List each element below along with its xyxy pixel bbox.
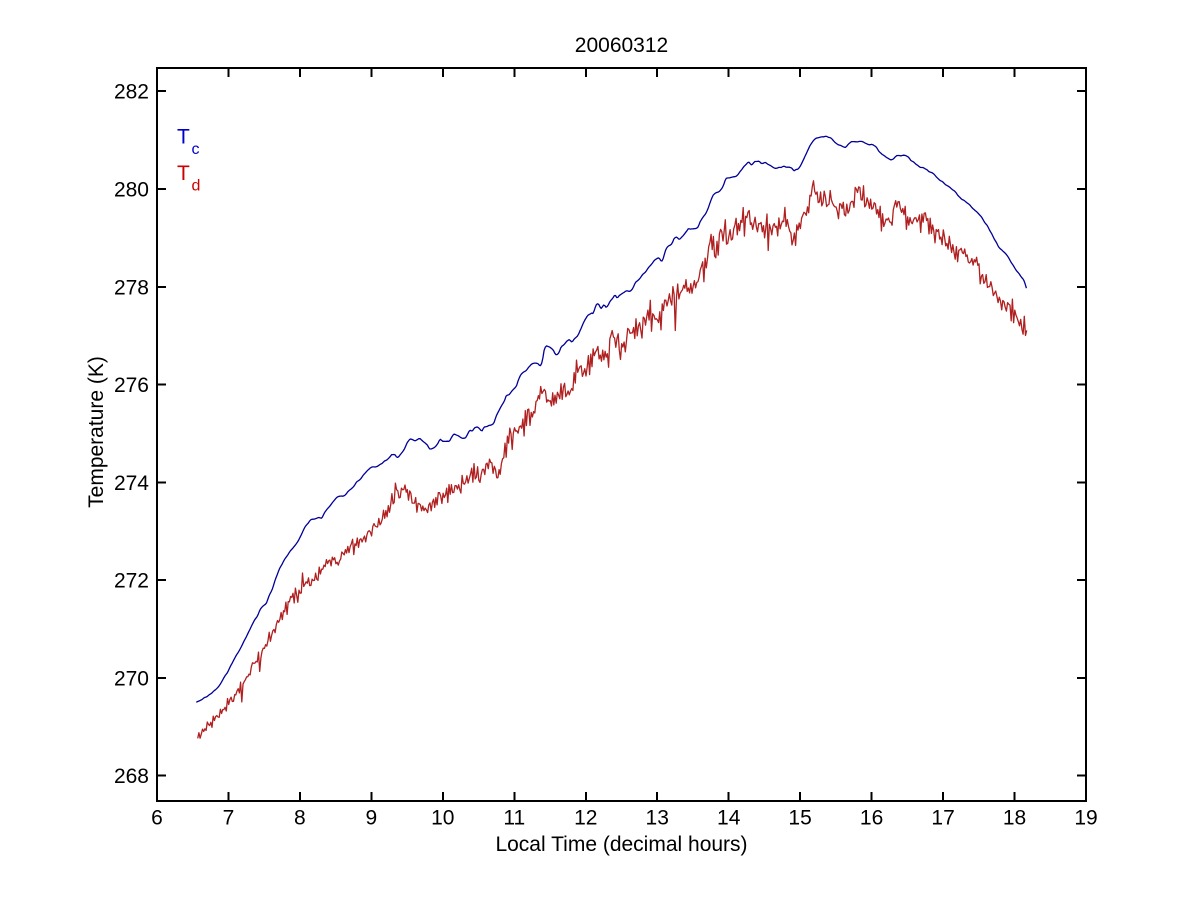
svg-text:T: T — [177, 162, 190, 185]
svg-text:272: 272 — [114, 570, 149, 593]
svg-text:6: 6 — [151, 807, 163, 830]
svg-text:18: 18 — [1003, 807, 1026, 830]
svg-text:14: 14 — [717, 807, 741, 830]
svg-text:10: 10 — [431, 807, 454, 830]
svg-text:12: 12 — [574, 807, 597, 830]
svg-text:8: 8 — [294, 807, 306, 830]
svg-text:276: 276 — [114, 374, 149, 397]
svg-text:9: 9 — [366, 807, 378, 830]
svg-text:11: 11 — [503, 807, 525, 830]
svg-text:c: c — [192, 141, 200, 158]
svg-text:T: T — [177, 126, 190, 149]
svg-text:7: 7 — [223, 807, 235, 830]
svg-text:d: d — [192, 178, 201, 195]
svg-text:16: 16 — [860, 807, 883, 830]
svg-text:270: 270 — [114, 667, 149, 690]
svg-text:17: 17 — [931, 807, 954, 830]
svg-text:Local Time (decimal hours): Local Time (decimal hours) — [495, 833, 747, 856]
svg-text:20060312: 20060312 — [575, 34, 668, 57]
svg-text:19: 19 — [1074, 807, 1097, 830]
svg-text:268: 268 — [114, 765, 149, 788]
svg-text:278: 278 — [114, 276, 149, 299]
svg-text:280: 280 — [114, 179, 149, 202]
svg-text:Temperature (K): Temperature (K) — [85, 356, 108, 508]
svg-text:13: 13 — [646, 807, 669, 830]
svg-text:282: 282 — [114, 81, 149, 104]
svg-text:15: 15 — [788, 807, 811, 830]
svg-text:274: 274 — [114, 472, 149, 495]
